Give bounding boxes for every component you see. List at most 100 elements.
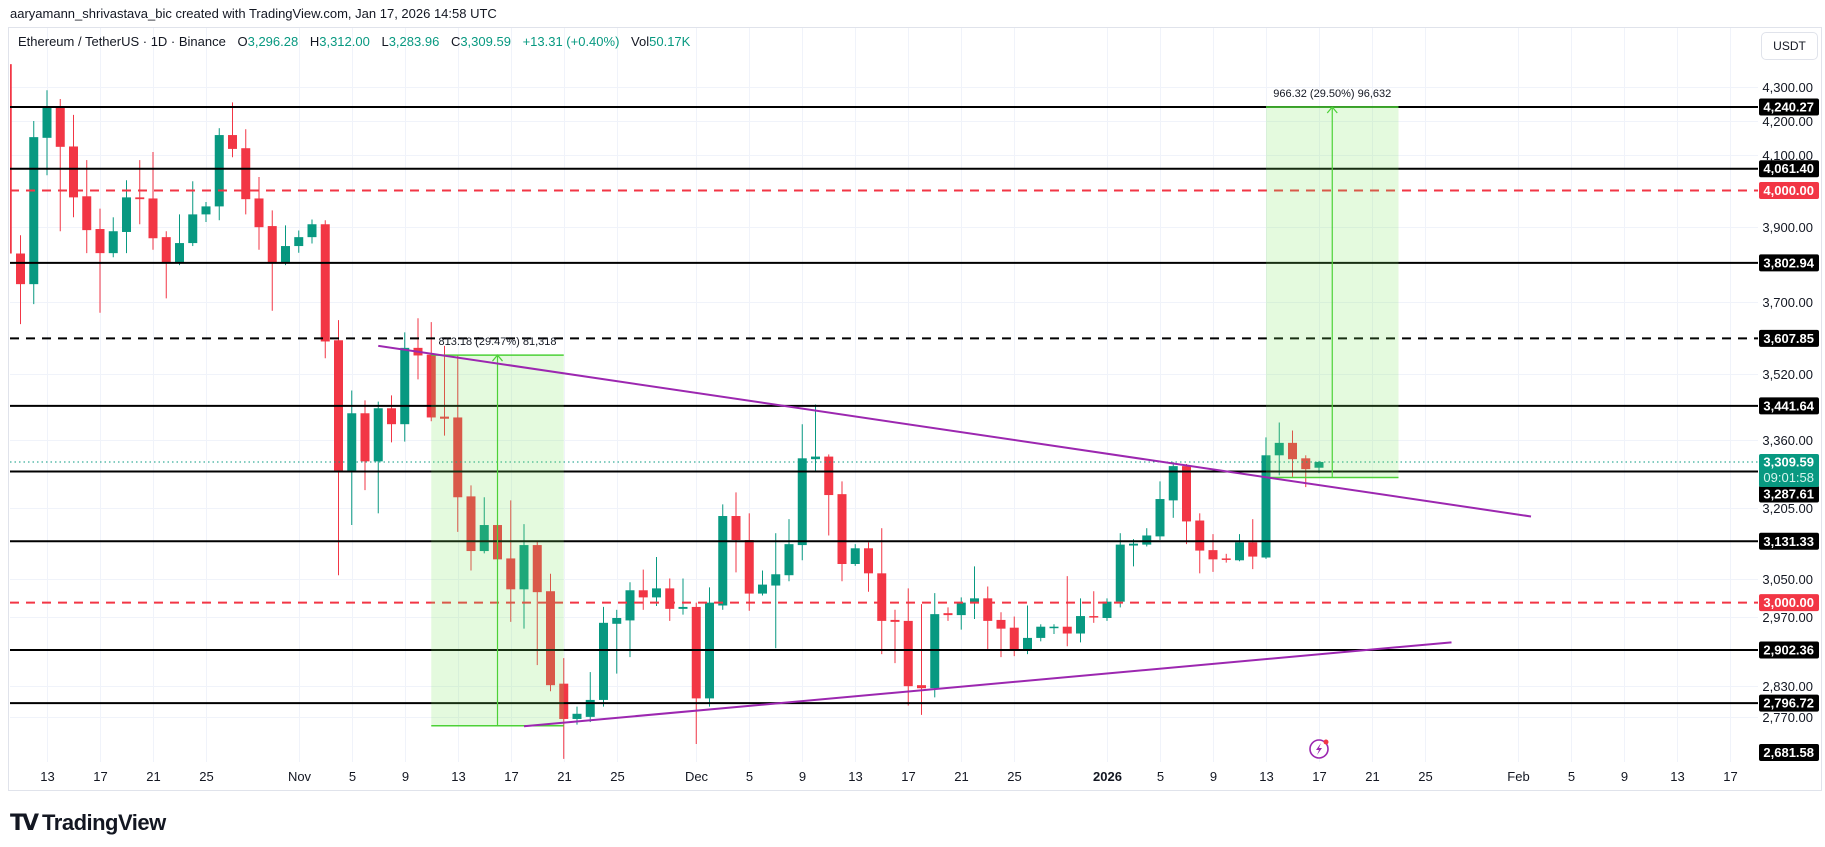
- candle[interactable]: [1221, 553, 1231, 563]
- candle[interactable]: [1155, 481, 1165, 541]
- candle[interactable]: [678, 578, 688, 615]
- candle[interactable]: [983, 586, 993, 650]
- candle[interactable]: [466, 485, 476, 571]
- candle[interactable]: [1102, 598, 1112, 621]
- candle[interactable]: [3, 56, 12, 264]
- candle[interactable]: [1049, 624, 1059, 635]
- candle[interactable]: [254, 177, 264, 250]
- trendline[interactable]: [523, 641, 1452, 728]
- candle[interactable]: [506, 500, 516, 622]
- candle[interactable]: [559, 658, 569, 759]
- candle[interactable]: [69, 114, 78, 218]
- candle[interactable]: [784, 519, 794, 582]
- candle[interactable]: [1261, 437, 1271, 559]
- candle[interactable]: [970, 566, 979, 619]
- candle[interactable]: [638, 569, 648, 610]
- candle[interactable]: [188, 181, 198, 247]
- candle[interactable]: [532, 541, 542, 666]
- candle[interactable]: [360, 400, 370, 491]
- candle[interactable]: [228, 102, 237, 158]
- candle[interactable]: [175, 214, 184, 266]
- lightning-icon[interactable]: [1309, 739, 1329, 759]
- candle[interactable]: [758, 570, 767, 596]
- currency-button[interactable]: USDT: [1761, 32, 1818, 60]
- candle[interactable]: [161, 231, 171, 299]
- candle[interactable]: [1129, 539, 1138, 567]
- candle[interactable]: [1182, 463, 1191, 545]
- candle[interactable]: [55, 99, 65, 232]
- candle[interactable]: [917, 604, 926, 715]
- candle[interactable]: [42, 90, 52, 176]
- candle[interactable]: [201, 202, 211, 223]
- candle[interactable]: [387, 395, 396, 443]
- candle[interactable]: [665, 578, 675, 621]
- candle[interactable]: [811, 404, 820, 471]
- candle[interactable]: [903, 588, 913, 706]
- candle[interactable]: [652, 557, 661, 606]
- candle[interactable]: [1115, 533, 1125, 608]
- price-range-measure[interactable]: 966.32 (29.50%) 96,632: [1266, 88, 1399, 479]
- candle[interactable]: [1248, 519, 1258, 570]
- tradingview-logo[interactable]: TV TradingView: [10, 809, 166, 837]
- price-range-measure[interactable]: 813.18 (29.47%) 81,318: [431, 336, 564, 727]
- candle[interactable]: [691, 602, 701, 745]
- candle[interactable]: [546, 573, 555, 692]
- candle[interactable]: [585, 672, 595, 723]
- volume-value: 50.17K: [649, 34, 691, 49]
- candle[interactable]: [930, 593, 940, 698]
- candle[interactable]: [440, 345, 449, 436]
- candle[interactable]: [16, 235, 25, 325]
- candle[interactable]: [1195, 513, 1205, 574]
- candle-body: [373, 408, 383, 462]
- candle-body: [426, 354, 436, 418]
- candle[interactable]: [943, 607, 953, 621]
- candle[interactable]: [1089, 591, 1099, 623]
- candle[interactable]: [241, 129, 251, 215]
- candle[interactable]: [1062, 576, 1072, 647]
- candle[interactable]: [625, 582, 635, 658]
- candle[interactable]: [612, 609, 622, 674]
- candle[interactable]: [1142, 528, 1152, 547]
- candle[interactable]: [731, 492, 741, 573]
- candle[interactable]: [294, 230, 304, 253]
- candle[interactable]: [1288, 430, 1297, 478]
- candle[interactable]: [837, 481, 847, 582]
- candle[interactable]: [771, 533, 781, 649]
- candle[interactable]: [864, 542, 873, 592]
- candle[interactable]: [347, 390, 357, 526]
- symbol-title[interactable]: Ethereum / TetherUS · 1D · Binance: [18, 34, 226, 49]
- candle[interactable]: [320, 220, 330, 359]
- candle[interactable]: [744, 513, 754, 611]
- candle[interactable]: [82, 160, 92, 254]
- candle[interactable]: [599, 606, 608, 707]
- candle[interactable]: [214, 128, 224, 221]
- candle[interactable]: [718, 504, 728, 610]
- candle[interactable]: [135, 160, 145, 225]
- candle[interactable]: [281, 225, 290, 266]
- event-notification-dot: [1323, 739, 1329, 745]
- candle[interactable]: [373, 401, 383, 514]
- candle[interactable]: [479, 497, 489, 554]
- level-price-label-bg: [1759, 160, 1819, 178]
- candle[interactable]: [29, 121, 39, 305]
- candle[interactable]: [1235, 534, 1244, 562]
- price-axis[interactable]: [1758, 28, 1820, 762]
- candle[interactable]: [1023, 605, 1032, 655]
- candle[interactable]: [824, 454, 834, 536]
- candle[interactable]: [797, 424, 807, 561]
- candle[interactable]: [850, 544, 860, 566]
- candle[interactable]: [1076, 598, 1085, 643]
- candle[interactable]: [95, 208, 105, 313]
- candle[interactable]: [890, 609, 900, 664]
- candle[interactable]: [1274, 422, 1284, 476]
- candle[interactable]: [705, 587, 714, 707]
- candle[interactable]: [122, 180, 131, 254]
- candle[interactable]: [108, 217, 118, 258]
- candle[interactable]: [307, 219, 317, 244]
- candle[interactable]: [877, 528, 887, 655]
- trendline[interactable]: [378, 344, 1532, 518]
- candle[interactable]: [267, 210, 277, 311]
- candle[interactable]: [1036, 624, 1046, 642]
- candle[interactable]: [453, 355, 463, 532]
